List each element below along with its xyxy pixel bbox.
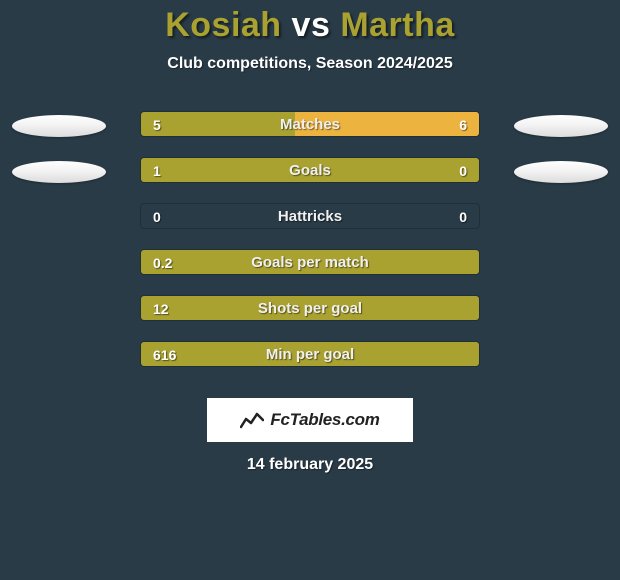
stat-row: 12Shots per goal: [0, 295, 620, 325]
player1-badge: [12, 115, 106, 137]
player1-badge: [12, 161, 106, 183]
brand-icon: [240, 410, 264, 430]
title-vs: vs: [292, 6, 331, 44]
bar-fill-player2: [295, 112, 479, 136]
stat-bar: 616Min per goal: [140, 341, 480, 367]
stat-label: Hattricks: [141, 204, 479, 229]
stat-row: 56Matches: [0, 111, 620, 141]
stat-bar: 0 0Hattricks: [140, 203, 480, 229]
player2-badge: [514, 115, 608, 137]
stat-value-player1: 5: [153, 112, 161, 137]
brand-text: FcTables.com: [270, 410, 379, 430]
stat-value-player1: 12: [153, 296, 169, 321]
stat-value-player1: 0: [153, 204, 161, 229]
stat-bar: 10Goals: [140, 157, 480, 183]
stat-rows: 56Matches10Goals00Hattricks0.2Goals per …: [0, 111, 620, 371]
stat-value-player1: 0.2: [153, 250, 172, 275]
bar-fill-player1: [141, 250, 479, 274]
stat-value-player1: 1: [153, 158, 161, 183]
bar-fill-player1: [141, 296, 479, 320]
title-player1: Kosiah: [165, 6, 281, 44]
stat-row: 10Goals: [0, 157, 620, 187]
bar-fill-player1: [141, 112, 295, 136]
stat-row: 0 0Hattricks: [0, 203, 620, 233]
page-title: Kosiah vs Martha: [0, 0, 620, 45]
bar-fill-player1: [141, 158, 479, 182]
brand-badge: FcTables.com: [207, 398, 413, 442]
stat-bar: 0.2Goals per match: [140, 249, 480, 275]
stat-value-player2: 0: [459, 204, 467, 229]
subtitle: Club competitions, Season 2024/2025: [0, 55, 620, 73]
bar-fill-player1: [141, 342, 479, 366]
stat-bar: 12Shots per goal: [140, 295, 480, 321]
stat-row: 0.2Goals per match: [0, 249, 620, 279]
stat-value-player1: 616: [153, 342, 176, 367]
player2-badge: [514, 161, 608, 183]
stat-row: 616Min per goal: [0, 341, 620, 371]
comparison-panel: Kosiah vs Martha Club competitions, Seas…: [0, 0, 620, 580]
stat-value-player2: 6: [459, 112, 467, 137]
stat-bar: 56Matches: [140, 111, 480, 137]
stat-value-player2: 0: [459, 158, 467, 183]
date-text: 14 february 2025: [0, 456, 620, 474]
title-player2: Martha: [340, 6, 454, 44]
